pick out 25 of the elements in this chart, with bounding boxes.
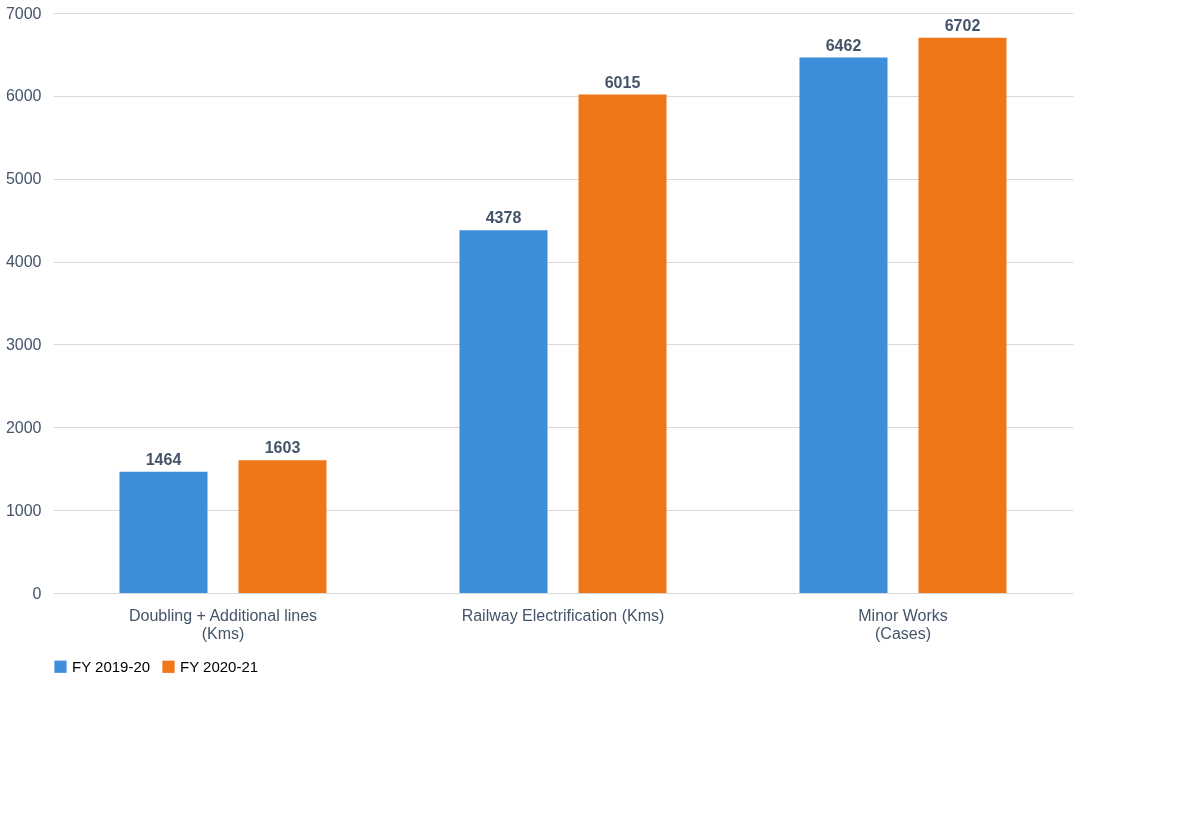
- bar: [578, 94, 667, 593]
- x-tick-label: Minor Works (Cases): [858, 606, 948, 642]
- bar: [238, 460, 327, 593]
- bar: [459, 230, 548, 593]
- y-tick-label: 5000: [5, 170, 42, 188]
- data-label: 6702: [944, 16, 981, 34]
- y-tick-label: 3000: [5, 335, 42, 353]
- legend-label: FY 2019-20: [72, 657, 151, 675]
- y-tick-label: 1000: [5, 501, 42, 519]
- data-label: 4378: [485, 209, 522, 227]
- data-label: 6015: [604, 73, 641, 91]
- x-tick-label: Railway Electrification (Kms): [461, 606, 665, 624]
- y-tick-label: 2000: [5, 418, 42, 436]
- bar: [799, 57, 888, 593]
- legend-label: FY 2020-21: [180, 657, 259, 675]
- bar: [918, 37, 1007, 593]
- data-label: 1464: [145, 450, 182, 468]
- data-label: 6462: [825, 36, 862, 54]
- y-tick-label: 4000: [5, 253, 42, 271]
- bar: [119, 471, 208, 593]
- y-tick-label: 0: [32, 584, 42, 602]
- x-tick-label: Doubling + Additional lines (Kms): [128, 606, 318, 642]
- data-label: 1603: [264, 439, 301, 457]
- y-tick-label: 6000: [5, 87, 42, 105]
- y-tick-label: 7000: [5, 4, 42, 22]
